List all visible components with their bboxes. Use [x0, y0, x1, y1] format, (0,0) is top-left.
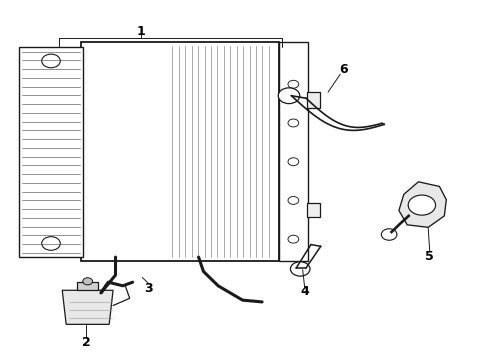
- Text: 5: 5: [425, 249, 434, 262]
- Bar: [307, 93, 320, 108]
- Bar: [77, 282, 98, 290]
- Text: 6: 6: [340, 63, 348, 76]
- Text: 3: 3: [144, 282, 152, 295]
- Text: 1: 1: [137, 25, 146, 38]
- Bar: [19, 47, 83, 257]
- Circle shape: [83, 278, 93, 285]
- Circle shape: [288, 80, 299, 88]
- Circle shape: [42, 54, 60, 68]
- Polygon shape: [399, 182, 446, 227]
- Circle shape: [288, 235, 299, 243]
- Circle shape: [278, 88, 300, 104]
- Text: 4: 4: [300, 285, 309, 298]
- Polygon shape: [62, 290, 113, 324]
- Text: 2: 2: [82, 336, 91, 348]
- Bar: [279, 42, 308, 261]
- Bar: [81, 42, 279, 261]
- Circle shape: [381, 229, 397, 240]
- Circle shape: [288, 119, 299, 127]
- Circle shape: [408, 195, 436, 215]
- Circle shape: [291, 262, 310, 276]
- Circle shape: [42, 237, 60, 250]
- Bar: [307, 203, 320, 217]
- Circle shape: [288, 158, 299, 166]
- Circle shape: [288, 197, 299, 204]
